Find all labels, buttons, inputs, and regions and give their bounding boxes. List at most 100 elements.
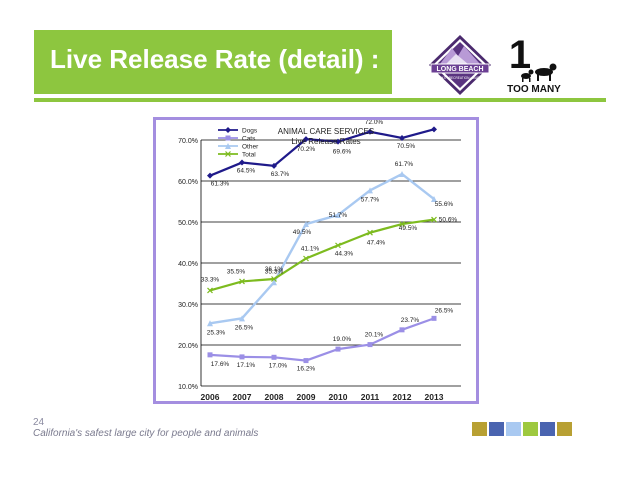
series-line-dogs [209, 128, 435, 177]
series-point-total-stroke-b [271, 276, 277, 282]
long-beach-logo-text: LONG BEACH [436, 66, 483, 73]
series-point-total [207, 287, 213, 294]
series-point-dogs [431, 126, 437, 133]
series-point-other [303, 221, 309, 228]
series-line-cats [209, 317, 435, 362]
series-point-dogs [303, 136, 309, 143]
legend-label-dogs: Dogs [242, 128, 258, 135]
series-point-total-stroke-b [207, 287, 213, 294]
series-point-cats [399, 327, 405, 333]
page-number: 24 [33, 417, 45, 428]
x-tick-label: 2011 [361, 392, 380, 401]
series-point-other [335, 212, 341, 219]
color-swatch [523, 422, 538, 436]
data-label-cats: 26.5% [435, 307, 454, 314]
too-many-logo-digit: 1 [509, 33, 531, 77]
chart-frame: 10.0% 20.0% 30.0% 40.0% 50.0% 60.0% 70.0% 2006… [153, 117, 479, 404]
color-swatch [472, 422, 487, 436]
color-swatch [506, 422, 521, 436]
data-label-other: 51.7% [329, 212, 348, 219]
live-release-chart: 10.0% 20.0% 30.0% 40.0% 50.0% 60.0% 70.0% 2006… [178, 120, 461, 401]
data-label-other: 49.5% [293, 229, 312, 236]
data-label-total: 33.3% [201, 276, 220, 283]
series-point-dogs [239, 159, 245, 166]
too-many-logo-text: TOO MANY [507, 84, 561, 95]
too-many-logo: 1 TOO MANY [507, 33, 561, 95]
chart-series [207, 126, 437, 364]
color-swatch [489, 422, 504, 436]
legend-marker-cats [225, 135, 231, 141]
data-label-total: 49.5% [399, 225, 418, 232]
color-swatches [472, 422, 574, 436]
series-point-cats [431, 315, 437, 321]
color-swatch [557, 422, 572, 436]
data-label-other: 55.6% [435, 201, 454, 208]
slide-title: Live Release Rate (detail) : [50, 44, 380, 74]
data-label-total: 47.4% [367, 240, 386, 247]
chart-subtitle: Live Release Rates [291, 137, 360, 146]
long-beach-logo-subtext: PARKS • RECREATION • MARINE [435, 76, 484, 80]
series-point-other [271, 279, 277, 286]
y-tick-label: 30.0% [178, 302, 198, 309]
series-point-other [431, 196, 437, 203]
data-label-other: 35.3% [265, 268, 284, 275]
x-tick-label: 2010 [329, 392, 348, 401]
series-point-cats [271, 354, 277, 360]
series-point-total [303, 255, 309, 262]
x-axis-ticks: 2006 2007 2008 2009 2010 2011 2012 2013 [201, 392, 444, 401]
x-tick-label: 2006 [201, 392, 220, 401]
data-label-dogs: 63.7% [271, 171, 290, 178]
x-tick-label: 2009 [297, 392, 316, 401]
series-point-total [335, 242, 341, 249]
data-label-other: 26.5% [235, 324, 254, 331]
series-point-dogs [367, 128, 373, 135]
series-line-other [209, 172, 435, 325]
x-tick-label: 2013 [425, 392, 444, 401]
data-label-dogs: 70.5% [397, 143, 416, 150]
series-point-total-stroke-b [399, 221, 405, 227]
data-label-dogs: 72.0% [365, 120, 384, 126]
series-point-total-stroke-b [367, 229, 373, 236]
x-tick-label: 2008 [265, 392, 284, 401]
data-label-dogs: 64.5% [237, 168, 256, 175]
series-point-total [431, 216, 437, 223]
title-bar: Live Release Rate (detail) : [34, 30, 392, 94]
series-point-other [239, 315, 245, 322]
series-point-dogs [207, 172, 213, 179]
legend-label-cats: Cats [242, 136, 256, 143]
data-label-other: 25.3% [207, 329, 226, 336]
series-point-total [271, 276, 277, 282]
data-label-dogs: 70.2% [297, 146, 316, 153]
data-label-cats: 19.0% [333, 336, 352, 343]
title-divider [34, 98, 606, 102]
data-label-cats: 20.1% [365, 332, 384, 339]
series-point-total [367, 229, 373, 236]
x-tick-label: 2007 [233, 392, 252, 401]
x-tick-label: 2012 [393, 392, 412, 401]
y-tick-label: 50.0% [178, 220, 198, 227]
data-label-total: 36.1% [265, 266, 284, 273]
legend-label-other: Other [242, 144, 259, 151]
series-point-cats [239, 354, 245, 360]
legend-marker-other [225, 143, 231, 149]
series-point-other [207, 320, 213, 327]
legend-marker-dogs [225, 127, 231, 133]
data-label-cats: 23.7% [401, 317, 420, 324]
data-label-other: 61.7% [395, 161, 414, 168]
series-point-total-stroke-b [431, 216, 437, 223]
series-point-total-stroke-b [335, 242, 341, 249]
data-label-total: 44.3% [335, 250, 354, 257]
data-label-total: 35.5% [227, 268, 246, 275]
series-point-dogs [271, 162, 277, 169]
y-tick-label: 40.0% [178, 261, 198, 268]
series-point-total [399, 221, 405, 227]
data-label-cats: 16.2% [297, 366, 316, 373]
data-label-cats: 17.6% [211, 361, 230, 368]
y-axis-ticks: 10.0% 20.0% 30.0% 40.0% 50.0% 60.0% 70.0% [178, 138, 198, 391]
data-label-other: 57.7% [361, 196, 380, 203]
series-point-cats [367, 342, 373, 348]
data-label-cats: 17.0% [269, 362, 288, 369]
y-tick-label: 60.0% [178, 179, 198, 186]
legend-marker-total [225, 151, 231, 157]
